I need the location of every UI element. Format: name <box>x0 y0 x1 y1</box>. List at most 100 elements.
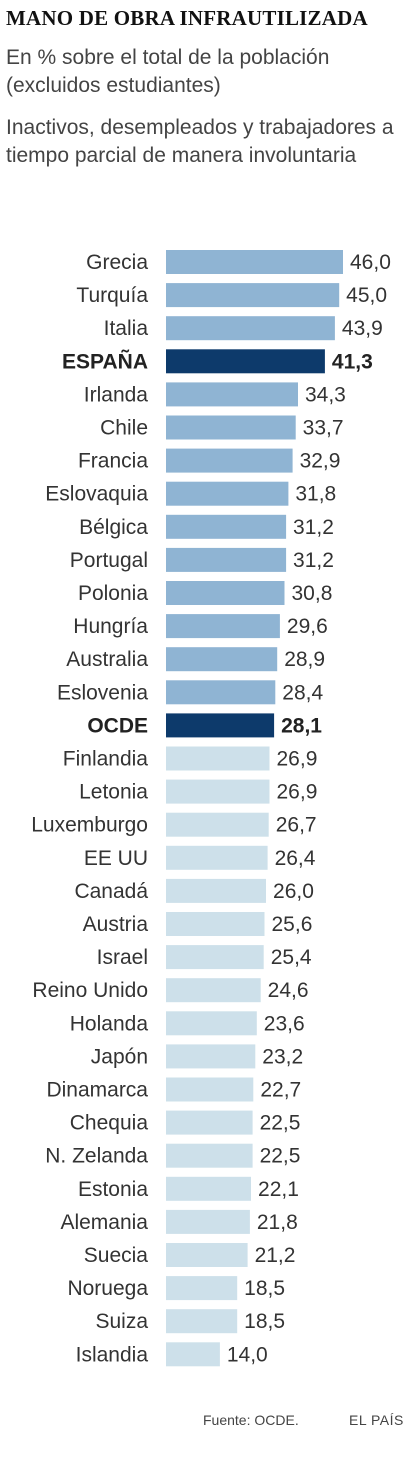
bar-espana <box>166 349 325 374</box>
bar-alemania <box>166 1209 250 1234</box>
category-label-israel: Israel <box>97 946 148 969</box>
value-label-luxemburgo: 26,7 <box>276 814 317 837</box>
value-label-irlanda: 34,3 <box>305 383 346 406</box>
value-label-chile: 33,7 <box>303 417 344 440</box>
source-note: Fuente: OCDE. <box>203 1412 299 1428</box>
value-label-eslovenia: 28,4 <box>282 681 323 704</box>
category-label-japon: Japón <box>91 1045 148 1068</box>
value-label-eslovaquia: 31,8 <box>295 483 336 506</box>
category-label-canada: Canadá <box>74 880 148 903</box>
bar-letonia <box>166 779 270 804</box>
category-label-grecia: Grecia <box>86 251 148 274</box>
bar-hungria <box>166 614 280 639</box>
category-label-chequia: Chequia <box>70 1112 149 1135</box>
bar-luxemburgo <box>166 812 269 837</box>
value-label-canada: 26,0 <box>273 880 314 903</box>
bar-ee-uu <box>166 845 268 870</box>
bar-suecia <box>166 1243 248 1267</box>
bar-chile <box>166 415 296 440</box>
bar-reino-unido <box>166 978 261 1003</box>
category-label-suecia: Suecia <box>84 1244 149 1267</box>
bar-dinamarca <box>166 1077 254 1102</box>
bar-portugal <box>166 547 287 572</box>
value-label-suiza: 18,5 <box>244 1310 285 1333</box>
value-label-espana: 41,3 <box>332 350 373 373</box>
bar-suiza <box>166 1309 238 1334</box>
value-label-australia: 28,9 <box>284 648 325 671</box>
bar-polonia <box>166 581 285 605</box>
bar-japon <box>166 1044 256 1069</box>
bar-eslovenia <box>166 680 276 705</box>
value-label-reino-unido: 24,6 <box>268 979 309 1002</box>
category-label-alemania: Alemania <box>60 1211 148 1234</box>
value-label-ocde: 28,1 <box>281 714 322 737</box>
value-label-francia: 32,9 <box>300 450 341 473</box>
category-label-eslovenia: Eslovenia <box>57 681 148 704</box>
category-label-ocde: OCDE <box>87 714 148 737</box>
value-label-finlandia: 26,9 <box>277 748 318 771</box>
value-label-italia: 43,9 <box>342 317 383 340</box>
category-label-italia: Italia <box>104 317 149 340</box>
value-label-islandia: 14,0 <box>227 1343 268 1366</box>
bar-finlandia <box>166 746 270 771</box>
bar-italia <box>166 316 335 341</box>
category-label-espana: ESPAÑA <box>62 350 148 373</box>
category-label-chile: Chile <box>100 417 148 440</box>
bar-belgica <box>166 514 287 539</box>
category-label-francia: Francia <box>78 450 148 473</box>
value-label-ee-uu: 26,4 <box>275 847 316 870</box>
value-label-letonia: 26,9 <box>277 781 318 804</box>
category-label-noruega: Noruega <box>67 1277 148 1300</box>
bar-estonia <box>166 1176 251 1201</box>
bar-holanda <box>166 1011 257 1036</box>
category-label-finlandia: Finlandia <box>63 748 149 771</box>
value-label-portugal: 31,2 <box>293 549 334 572</box>
bar-islandia <box>166 1342 220 1367</box>
chart-description: Inactivos, desempleados y trabajadores a… <box>6 116 394 167</box>
bar-austria <box>166 912 265 936</box>
bar-chart: Grecia 46,0 Turquía 45,0 Italia 43,9 ESPAÑA 41,… <box>31 250 391 1367</box>
value-label-austria: 25,6 <box>272 913 313 936</box>
bar-irlanda <box>166 382 298 407</box>
brand-logo: EL PAÍS <box>349 1412 404 1428</box>
bar-canada <box>166 878 266 903</box>
chart-subtitle: En % sobre el total de la población (exc… <box>6 46 330 97</box>
value-label-japon: 23,2 <box>262 1045 303 1068</box>
category-label-irlanda: Irlanda <box>84 383 149 406</box>
category-label-austria: Austria <box>83 913 149 936</box>
category-label-dinamarca: Dinamarca <box>46 1079 148 1102</box>
value-label-hungria: 29,6 <box>287 615 328 638</box>
value-label-israel: 25,4 <box>271 946 312 969</box>
bar-grecia <box>166 250 343 274</box>
category-label-portugal: Portugal <box>70 549 148 572</box>
value-label-belgica: 31,2 <box>293 516 334 539</box>
value-label-turquia: 45,0 <box>346 284 387 307</box>
category-label-hungria: Hungría <box>73 615 148 638</box>
bar-ocde <box>166 713 275 738</box>
value-label-polonia: 30,8 <box>292 582 333 605</box>
value-label-dinamarca: 22,7 <box>260 1079 301 1102</box>
value-label-n-zelanda: 22,5 <box>260 1145 301 1168</box>
bar-israel <box>166 945 264 970</box>
value-label-noruega: 18,5 <box>244 1277 285 1300</box>
chart-title: MANO DE OBRA INFRAUTILIZADA <box>6 6 368 30</box>
category-label-reino-unido: Reino Unido <box>32 979 148 1002</box>
category-label-ee-uu: EE UU <box>84 847 148 870</box>
bar-noruega <box>166 1276 238 1301</box>
bar-chequia <box>166 1110 253 1135</box>
value-label-holanda: 23,6 <box>264 1012 305 1035</box>
category-label-suiza: Suiza <box>95 1310 148 1333</box>
category-label-turquia: Turquía <box>76 284 148 307</box>
value-label-alemania: 21,8 <box>257 1211 298 1234</box>
category-label-belgica: Bélgica <box>79 516 148 539</box>
value-label-suecia: 21,2 <box>255 1244 296 1267</box>
value-label-estonia: 22,1 <box>258 1178 299 1201</box>
category-label-luxemburgo: Luxemburgo <box>31 814 148 837</box>
category-label-islandia: Islandia <box>76 1343 149 1366</box>
category-label-eslovaquia: Eslovaquia <box>45 483 148 506</box>
value-label-chequia: 22,5 <box>260 1112 301 1135</box>
category-label-australia: Australia <box>66 648 148 671</box>
bar-eslovaquia <box>166 481 289 506</box>
category-label-n-zelanda: N. Zelanda <box>45 1145 148 1168</box>
bar-australia <box>166 647 278 672</box>
